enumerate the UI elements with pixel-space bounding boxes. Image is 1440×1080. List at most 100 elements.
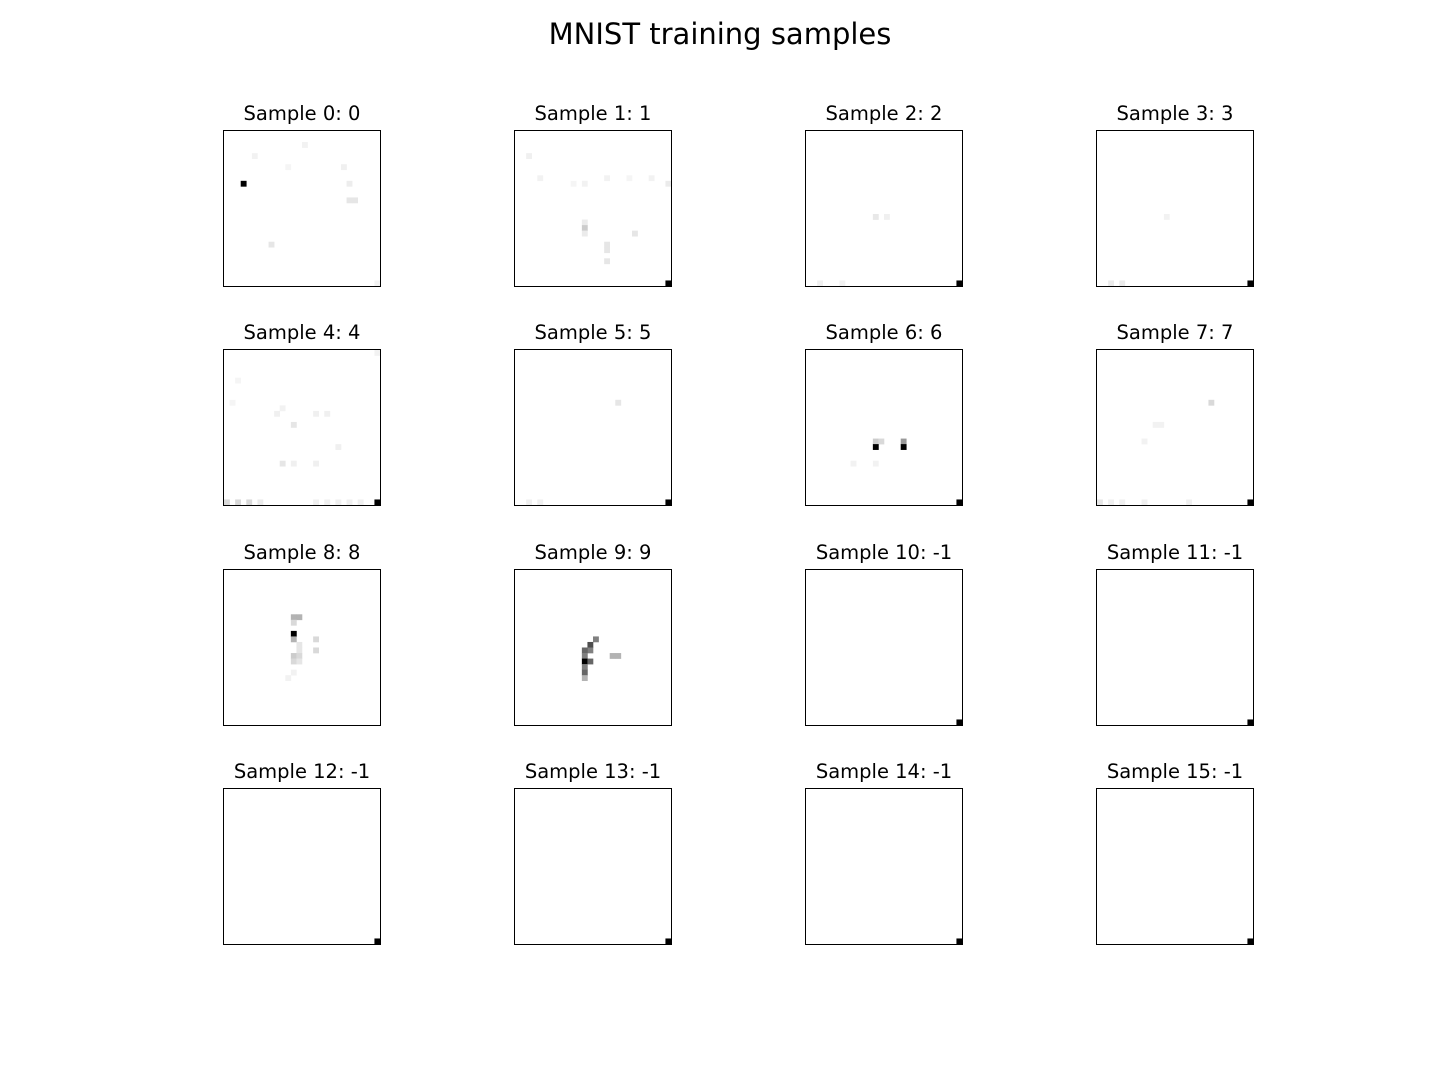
pixel-mark bbox=[1119, 499, 1126, 505]
sample-image bbox=[514, 788, 672, 945]
pixel-mark bbox=[1108, 499, 1115, 505]
sample-image bbox=[805, 788, 963, 945]
sample-image bbox=[805, 349, 963, 506]
pixel-mark bbox=[279, 460, 286, 467]
pixel-mark bbox=[374, 938, 380, 944]
sample-title: Sample 8: 8 bbox=[243, 541, 361, 564]
pixel-mark bbox=[1247, 938, 1253, 944]
pixel-canvas bbox=[1247, 938, 1253, 944]
pixel-mark bbox=[279, 405, 286, 412]
pixel-mark bbox=[374, 280, 380, 286]
pixel-mark bbox=[526, 153, 533, 159]
pixel-mark bbox=[346, 499, 353, 505]
pixel-mark bbox=[224, 499, 230, 505]
pixel-mark bbox=[324, 499, 331, 505]
pixel-mark bbox=[581, 230, 588, 237]
pixel-mark bbox=[604, 247, 611, 254]
sample-title: Sample 0: 0 bbox=[243, 102, 361, 125]
pixel-mark bbox=[872, 460, 879, 467]
sample-panel: Sample 6: 6 bbox=[805, 320, 963, 506]
pixel-mark bbox=[274, 410, 281, 417]
pixel-mark bbox=[872, 444, 879, 450]
pixel-mark bbox=[581, 664, 588, 670]
sample-image bbox=[1096, 788, 1254, 945]
pixel-mark bbox=[357, 499, 364, 505]
pixel-mark bbox=[324, 410, 331, 417]
sample-panel: Sample 11: -1 bbox=[1096, 540, 1254, 726]
pixel-mark bbox=[1163, 214, 1170, 220]
sample-panel: Sample 3: 3 bbox=[1096, 101, 1254, 287]
sample-title: Sample 7: 7 bbox=[1116, 321, 1234, 344]
pixel-mark bbox=[290, 619, 297, 626]
pixel-mark bbox=[872, 438, 879, 445]
pixel-mark bbox=[290, 460, 297, 467]
pixel-mark bbox=[665, 180, 671, 187]
pixel-mark bbox=[1097, 499, 1103, 505]
pixel-mark bbox=[1247, 719, 1253, 725]
sample-title: Sample 5: 5 bbox=[534, 321, 652, 344]
sample-title: Sample 13: -1 bbox=[524, 760, 662, 783]
pixel-mark bbox=[956, 499, 962, 505]
pixel-mark bbox=[296, 653, 303, 659]
pixel-canvas bbox=[956, 719, 962, 725]
sample-image bbox=[223, 130, 381, 287]
sample-image bbox=[1096, 349, 1254, 506]
pixel-canvas bbox=[526, 399, 671, 505]
pixel-mark bbox=[581, 658, 588, 665]
figure-title: MNIST training samples bbox=[548, 17, 892, 51]
pixel-mark bbox=[878, 438, 885, 445]
pixel-mark bbox=[335, 499, 342, 505]
pixel-mark bbox=[581, 647, 588, 654]
pixel-mark bbox=[1208, 399, 1215, 406]
pixel-mark bbox=[526, 499, 533, 505]
pixel-canvas bbox=[956, 938, 962, 944]
pixel-mark bbox=[956, 938, 962, 944]
pixel-mark bbox=[296, 614, 303, 621]
pixel-canvas bbox=[581, 636, 622, 682]
sample-title: Sample 1: 1 bbox=[534, 102, 652, 125]
pixel-canvas bbox=[665, 938, 671, 944]
pixel-mark bbox=[1186, 499, 1193, 505]
pixel-mark bbox=[285, 164, 292, 171]
sample-panel: Sample 9: 9 bbox=[514, 540, 672, 726]
sample-panel: Sample 13: -1 bbox=[514, 759, 672, 945]
pixel-canvas bbox=[526, 153, 671, 286]
pixel-canvas bbox=[374, 938, 380, 944]
sample-panel: Sample 15: -1 bbox=[1096, 759, 1254, 945]
pixel-mark bbox=[346, 180, 353, 187]
pixel-mark bbox=[900, 444, 907, 450]
pixel-mark bbox=[587, 658, 594, 665]
sample-panel: Sample 5: 5 bbox=[514, 320, 672, 506]
pixel-mark bbox=[374, 350, 380, 356]
pixel-mark bbox=[537, 175, 544, 182]
sample-image bbox=[1096, 130, 1254, 287]
pixel-mark bbox=[632, 230, 638, 237]
pixel-mark bbox=[1247, 280, 1253, 286]
pixel-canvas bbox=[817, 214, 962, 286]
pixel-mark bbox=[290, 421, 297, 428]
pixel-mark bbox=[290, 669, 297, 676]
pixel-mark bbox=[246, 499, 253, 505]
pixel-mark bbox=[581, 219, 588, 226]
sample-image bbox=[805, 130, 963, 287]
pixel-mark bbox=[604, 258, 611, 265]
pixel-mark bbox=[235, 499, 242, 505]
pixel-mark bbox=[665, 280, 671, 286]
pixel-mark bbox=[251, 153, 258, 159]
pixel-mark bbox=[313, 410, 320, 417]
pixel-mark bbox=[346, 197, 353, 204]
sample-title: Sample 4: 4 bbox=[243, 321, 361, 344]
pixel-mark bbox=[268, 241, 275, 248]
sample-image bbox=[1096, 569, 1254, 726]
pixel-mark bbox=[593, 636, 599, 643]
pixel-mark bbox=[570, 180, 577, 187]
pixel-mark bbox=[374, 499, 380, 505]
pixel-mark bbox=[604, 241, 611, 248]
sample-panel: Sample 7: 7 bbox=[1096, 320, 1254, 506]
sample-title: Sample 10: -1 bbox=[815, 541, 953, 564]
pixel-mark bbox=[285, 675, 292, 682]
pixel-mark bbox=[296, 641, 303, 648]
sample-image bbox=[514, 349, 672, 506]
pixel-canvas bbox=[1108, 214, 1253, 286]
sample-title: Sample 12: -1 bbox=[233, 760, 371, 783]
